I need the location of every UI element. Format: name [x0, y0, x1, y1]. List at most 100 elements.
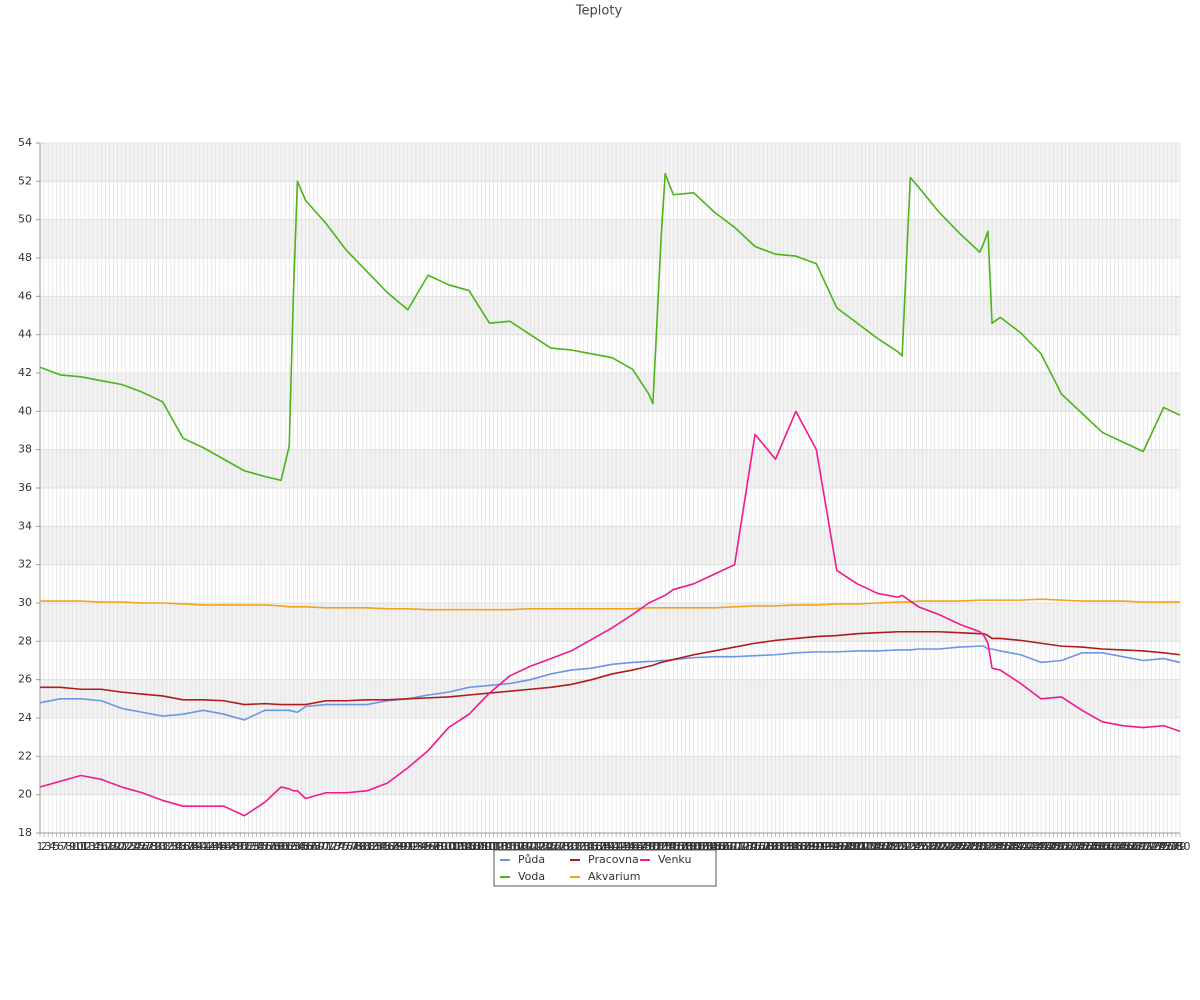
x-tick-label: 240	[1006, 840, 1027, 853]
x-tick-label: 27	[139, 840, 153, 853]
x-tick-label: 59	[270, 840, 284, 853]
x-tick-label: 181	[765, 840, 786, 853]
x-tick-label: 241	[1010, 840, 1031, 853]
x-tick-label: 194	[818, 840, 839, 853]
x-tick-label: 229	[961, 840, 982, 853]
legend-label: Voda	[518, 870, 545, 883]
x-tick-label: 252	[1055, 840, 1076, 853]
y-tick-label: 38	[18, 443, 32, 456]
x-tick-label: 29	[147, 840, 161, 853]
x-tick-label: 228	[957, 840, 978, 853]
x-tick-label: 270	[1129, 840, 1150, 853]
x-tick-label: 276	[1153, 840, 1174, 853]
x-tick-label: 218	[916, 840, 937, 853]
x-tick-label: 238	[998, 840, 1019, 853]
chart-title: Teploty	[575, 4, 623, 19]
y-tick-label: 20	[18, 788, 32, 801]
x-tick-label: 203	[855, 840, 876, 853]
y-tick-label: 42	[18, 366, 32, 379]
series-line	[40, 598, 1180, 611]
x-tick-label: 254	[1063, 840, 1084, 853]
legend-label: Pracovna	[588, 853, 639, 866]
x-tick-label: 24	[127, 840, 141, 853]
x-tick-label: 258	[1080, 840, 1101, 853]
x-tick-label: 215	[904, 840, 925, 853]
x-tick-label: 65	[295, 840, 309, 853]
x-tick-label: 45	[213, 840, 227, 853]
x-tick-label: 12	[78, 840, 92, 853]
x-tick-label: 220	[924, 840, 945, 853]
x-tick-label: 79	[352, 840, 366, 853]
x-tick-label: 251	[1051, 840, 1072, 853]
x-tick-label: 86	[380, 840, 394, 853]
x-tick-label: 266	[1112, 840, 1133, 853]
x-tick-label: 184	[777, 840, 798, 853]
x-tick-label: 256	[1071, 840, 1092, 853]
x-tick-label: 76	[339, 840, 353, 853]
x-tick-label: 248	[1039, 840, 1060, 853]
x-tick-label: 265	[1108, 840, 1129, 853]
x-tick-label: 189	[798, 840, 819, 853]
x-tick-label: 178	[753, 840, 774, 853]
legend: Půda Voda Pracovna Akvarium Venku	[493, 849, 717, 887]
x-tick-label: 232	[973, 840, 994, 853]
x-tick-label: 173	[732, 840, 753, 853]
x-tick-label: 234	[982, 840, 1003, 853]
x-tick-label: 20	[111, 840, 125, 853]
x-tick-label: 15	[90, 840, 104, 853]
x-tick-label: 263	[1100, 840, 1121, 853]
x-tick-label: 87	[384, 840, 398, 853]
x-tick-label: 245	[1026, 840, 1047, 853]
x-tick-label: 192	[810, 840, 831, 853]
legend-label: Venku	[658, 853, 691, 866]
x-tick-label: 74	[331, 840, 345, 853]
x-tick-label: 244	[1022, 840, 1043, 853]
x-tick-label: 66	[299, 840, 313, 853]
y-tick-label: 44	[18, 328, 32, 341]
x-tick-label: 6	[57, 840, 64, 853]
x-tick-label: 63	[286, 840, 300, 853]
x-tick-label: 261	[1092, 840, 1113, 853]
x-tick-label: 95	[417, 840, 431, 853]
x-tick-label: 97	[425, 840, 439, 853]
x-tick-label: 226	[949, 840, 970, 853]
x-tick-label: 180	[761, 840, 782, 853]
x-tick-label: 273	[1141, 840, 1162, 853]
x-tick-label: 51	[237, 840, 251, 853]
x-tick-label: 14	[86, 840, 100, 853]
x-tick-label: 32	[160, 840, 174, 853]
x-tick-label: 30	[151, 840, 165, 853]
x-tick-label: 94	[413, 840, 427, 853]
x-tick-label: 253	[1059, 840, 1080, 853]
x-tick-label: 58	[266, 840, 280, 853]
legend-label: Akvarium	[588, 870, 640, 883]
x-tick-label: 223	[937, 840, 958, 853]
y-tick-label: 24	[18, 711, 32, 724]
x-tick-label: 91	[401, 840, 415, 853]
x-tick-label: 168	[712, 840, 733, 853]
x-tick-label: 236	[990, 840, 1011, 853]
x-tick-label: 221	[928, 840, 949, 853]
y-tick-label: 36	[18, 481, 32, 494]
x-tick-label: 227	[953, 840, 974, 853]
x-tick-label: 1	[37, 840, 44, 853]
x-tick-label: 274	[1145, 840, 1166, 853]
y-tick-label: 48	[18, 251, 32, 264]
x-tick-label: 28	[143, 840, 157, 853]
x-tick-label: 57	[262, 840, 276, 853]
x-tick-label: 22	[119, 840, 133, 853]
x-tick-label: 202	[851, 840, 872, 853]
x-tick-label: 98	[429, 840, 443, 853]
x-tick-label: 219	[920, 840, 941, 853]
x-tick-label: 262	[1096, 840, 1117, 853]
x-tick-label: 190	[802, 840, 823, 853]
x-tick-label: 225	[945, 840, 966, 853]
x-tick-label: 68	[307, 840, 321, 853]
x-tick-label: 34	[168, 840, 182, 853]
x-tick-label: 230	[965, 840, 986, 853]
x-tick-label: 272	[1137, 840, 1158, 853]
x-tick-label: 26	[135, 840, 149, 853]
x-tick-label: 78	[348, 840, 362, 853]
x-tick-label: 106	[459, 840, 480, 853]
